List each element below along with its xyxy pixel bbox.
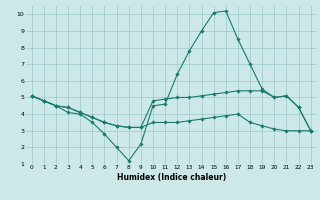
X-axis label: Humidex (Indice chaleur): Humidex (Indice chaleur) [116, 173, 226, 182]
